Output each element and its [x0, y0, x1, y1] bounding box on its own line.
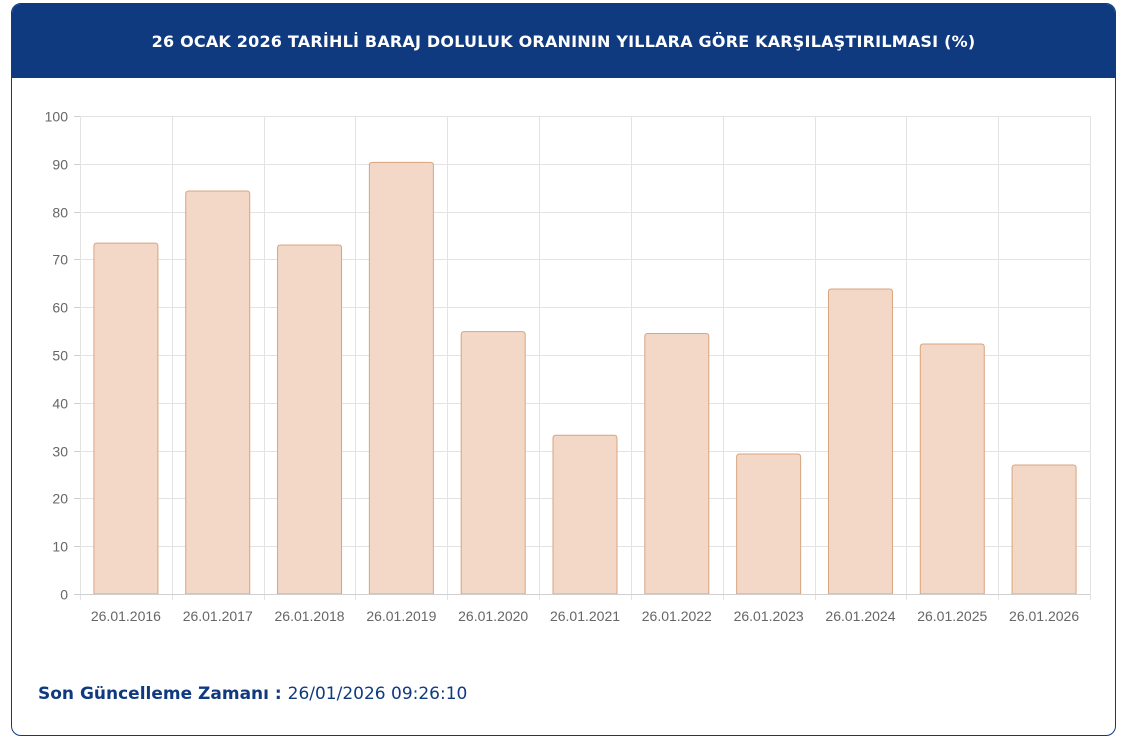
- axes: [74, 116, 1090, 595]
- bar-26.01.2019[interactable]: [368, 161, 434, 595]
- x-tick-label: 26.01.2024: [825, 608, 895, 624]
- x-tick-label: 26.01.2023: [734, 608, 804, 624]
- x-tick-label: 26.01.2019: [366, 608, 436, 624]
- y-tick-labels: 0 10 20 30 40 50 60 70 80 90 100: [45, 109, 69, 603]
- y-tick-label: 0: [60, 587, 68, 603]
- last-update-label: Son Güncelleme Zamanı: [38, 684, 269, 704]
- y-tick-label: 80: [52, 205, 68, 221]
- bar-26.01.2020[interactable]: [460, 331, 526, 595]
- x-tick-label: 26.01.2021: [550, 608, 620, 624]
- x-tick-labels: 26.01.2016 26.01.2017 26.01.2018 26.01.2019…: [91, 608, 1079, 624]
- bar-26.01.2026[interactable]: [1011, 464, 1077, 595]
- y-tick-label: 50: [52, 348, 68, 364]
- bar-26.01.2021[interactable]: [552, 434, 618, 595]
- last-update-value: 26/01/2026 09:26:10: [287, 684, 468, 704]
- x-tick-label: 26.01.2016: [91, 608, 161, 624]
- x-tick-label: 26.01.2018: [275, 608, 345, 624]
- y-tick-label: 10: [52, 539, 68, 555]
- chart-card: 26 OCAK 2026 TARİHLİ BARAJ DOLULUK ORANI…: [11, 3, 1116, 736]
- y-tick-label: 100: [45, 109, 69, 125]
- y-tick-label: 90: [52, 157, 68, 173]
- chart-title: 26 OCAK 2026 TARİHLİ BARAJ DOLULUK ORANI…: [151, 31, 976, 51]
- y-tick-label: 60: [52, 300, 68, 316]
- card-header: 26 OCAK 2026 TARİHLİ BARAJ DOLULUK ORANI…: [12, 4, 1115, 78]
- x-tick-label: 26.01.2026: [1009, 608, 1079, 624]
- y-tick-label: 20: [52, 491, 68, 507]
- bar-26.01.2024[interactable]: [827, 288, 893, 595]
- bar-26.01.2018[interactable]: [277, 244, 343, 595]
- y-tick-label: 40: [52, 396, 68, 412]
- bar-26.01.2025[interactable]: [919, 343, 985, 595]
- last-update-separator: :: [268, 684, 288, 704]
- bar-26.01.2023[interactable]: [736, 453, 802, 595]
- bar-26.01.2016[interactable]: [93, 242, 159, 595]
- y-tick-label: 70: [52, 252, 68, 268]
- bars: [93, 161, 1077, 595]
- x-tick-label: 26.01.2020: [458, 608, 528, 624]
- y-tick-label: 30: [52, 444, 68, 460]
- last-update: Son Güncelleme Zamanı : 26/01/2026 09:26…: [38, 684, 467, 704]
- x-tick-label: 26.01.2017: [183, 608, 253, 624]
- x-tick-label: 26.01.2025: [917, 608, 987, 624]
- x-tick-label: 26.01.2022: [642, 608, 712, 624]
- bar-26.01.2022[interactable]: [644, 332, 710, 595]
- bar-26.01.2017[interactable]: [185, 190, 251, 595]
